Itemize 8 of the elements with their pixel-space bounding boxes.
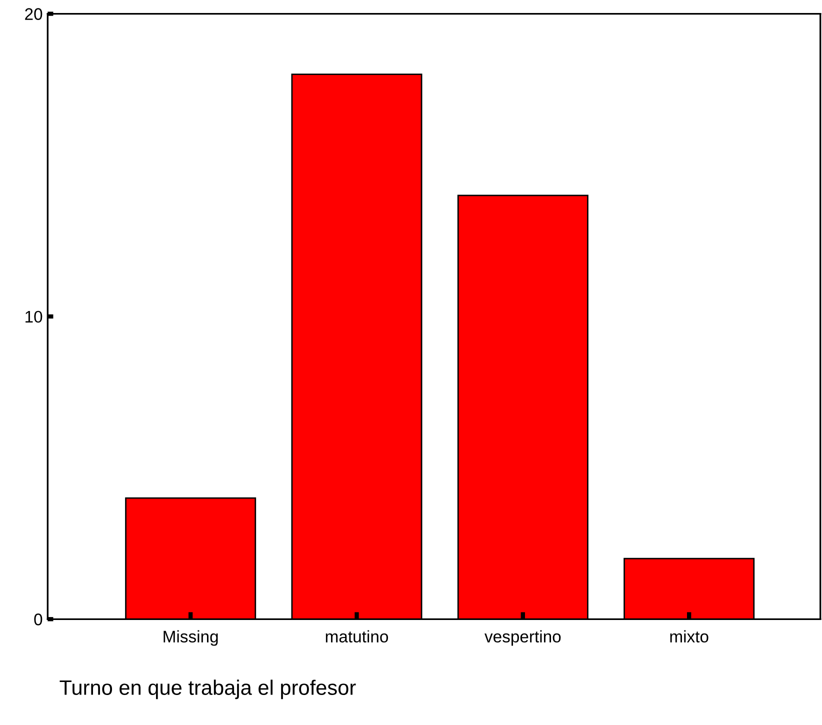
x-axis-title: Turno en que trabaja el profesor [60, 680, 356, 700]
y-tick-label: 0 [34, 614, 42, 626]
x-tick-label: mixto [670, 630, 708, 643]
y-tick-label: 10 [26, 310, 42, 323]
x-tick-label: vespertino [484, 630, 561, 646]
y-tick-label: 20 [25, 8, 42, 20]
x-tick-label: Missing [164, 630, 218, 646]
x-tick-label: matutino [326, 630, 388, 643]
